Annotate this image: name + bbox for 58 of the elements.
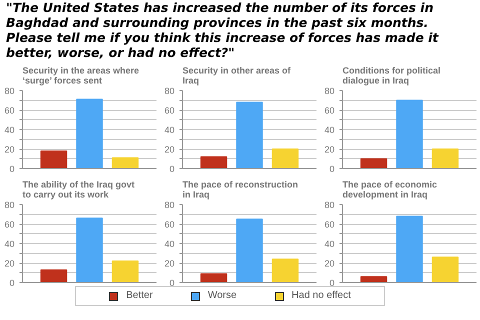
bar bbox=[112, 157, 139, 168]
y-tick-label: 60 bbox=[4, 220, 15, 230]
y-tick-label: 40 bbox=[4, 239, 15, 249]
y-tick-label: 0 bbox=[329, 278, 335, 288]
y-tick-label: 20 bbox=[4, 258, 15, 268]
bar bbox=[40, 269, 68, 282]
bar bbox=[236, 102, 263, 168]
chart-subtitle: The pace of economic development in Iraq bbox=[342, 180, 438, 200]
y-tick-label: 20 bbox=[164, 144, 175, 154]
y-tick-label: 20 bbox=[324, 144, 335, 154]
y-tick-label: 80 bbox=[164, 86, 175, 96]
y-tick-label: 20 bbox=[324, 258, 335, 268]
chart-subtitle: Conditions for political dialogue in Iraq bbox=[342, 66, 440, 86]
y-tick-label: 60 bbox=[164, 220, 175, 230]
y-tick-label: 0 bbox=[9, 278, 15, 288]
bar bbox=[200, 156, 228, 168]
y-tick-label: 60 bbox=[324, 220, 335, 230]
y-tick-label: 60 bbox=[4, 106, 15, 116]
bar bbox=[396, 216, 423, 282]
y-tick-label: 60 bbox=[324, 106, 335, 116]
bar bbox=[432, 256, 459, 282]
legend-label: Better bbox=[126, 290, 153, 301]
y-tick-label: 40 bbox=[164, 125, 175, 135]
y-tick-label: 80 bbox=[324, 86, 335, 96]
bar bbox=[360, 276, 388, 282]
bar bbox=[272, 148, 299, 168]
bar bbox=[272, 258, 299, 282]
bar bbox=[200, 273, 228, 282]
bar bbox=[76, 218, 103, 282]
bar bbox=[396, 100, 423, 168]
chart-subtitle: The ability of the Iraq govt to carry out its work bbox=[22, 180, 135, 200]
bar bbox=[432, 148, 459, 168]
y-tick-label: 0 bbox=[169, 278, 175, 288]
y-tick-label: 40 bbox=[4, 125, 15, 135]
bar bbox=[112, 260, 139, 282]
bar bbox=[360, 158, 388, 168]
y-tick-label: 0 bbox=[9, 164, 15, 174]
y-tick-label: 80 bbox=[164, 200, 175, 210]
y-tick-label: 0 bbox=[329, 164, 335, 174]
y-tick-label: 60 bbox=[164, 106, 175, 116]
bar bbox=[40, 150, 68, 168]
legend-label: Worse bbox=[208, 290, 237, 301]
y-tick-label: 0 bbox=[169, 164, 175, 174]
y-tick-label: 40 bbox=[324, 125, 335, 135]
y-tick-label: 40 bbox=[324, 239, 335, 249]
y-tick-label: 80 bbox=[4, 200, 15, 210]
legend-label: Had no effect bbox=[292, 290, 351, 301]
text: "The United States has increased the number of its forces in Baghdad and surrounding provinces in the past six months. Please tell me if you think this increase of forces has made it better, worse, or had no effect?" bbox=[6, 0, 440, 60]
y-tick-label: 40 bbox=[164, 239, 175, 249]
y-tick-label: 80 bbox=[4, 86, 15, 96]
chart-subtitle: Security in the areas where ‘surge’ forces sent bbox=[22, 66, 140, 86]
bar bbox=[76, 98, 103, 168]
chart-subtitle: Security in other areas of Iraq bbox=[182, 66, 292, 86]
y-tick-label: 20 bbox=[164, 258, 175, 268]
y-tick-label: 80 bbox=[324, 200, 335, 210]
bar bbox=[236, 218, 263, 282]
chart-subtitle: The pace of reconstruction in Iraq bbox=[182, 180, 298, 200]
y-tick-label: 20 bbox=[4, 144, 15, 154]
